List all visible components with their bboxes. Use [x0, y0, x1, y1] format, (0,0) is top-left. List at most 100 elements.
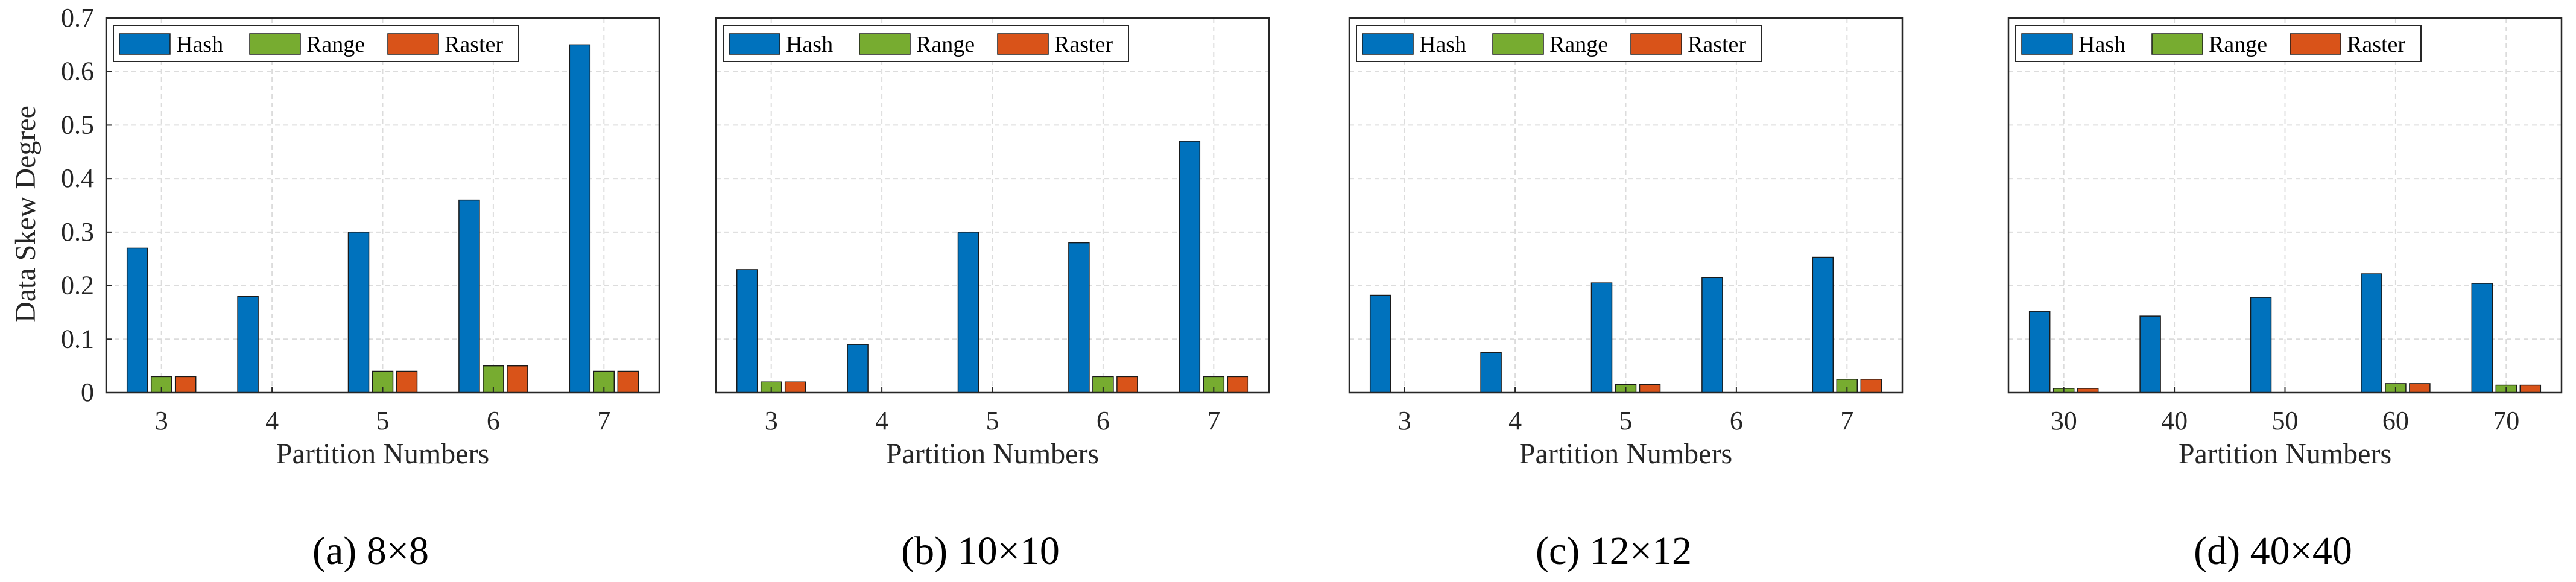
bar-raster-5: [1639, 384, 1661, 393]
bar-raster-6: [507, 365, 528, 393]
bar-hash-7: [1812, 256, 1834, 393]
legend-label-range: Range: [2209, 32, 2267, 57]
x-tick-label: 3: [155, 406, 168, 435]
y-tick-label: 0.1: [61, 324, 94, 353]
legend-label-range: Range: [916, 32, 975, 57]
x-tick-label: 40: [2161, 406, 2188, 435]
legend-swatch-range: [249, 33, 301, 55]
y-tick-label: 0.3: [61, 217, 94, 247]
bar-raster-7: [617, 370, 639, 393]
bar-hash-6: [458, 199, 480, 393]
x-tick-label: 6: [1730, 406, 1743, 435]
bar-hash-50: [2250, 297, 2272, 393]
bar-raster-6: [1116, 376, 1138, 393]
bar-hash-3: [126, 247, 148, 393]
x-tick-label: 3: [765, 406, 778, 435]
legend-label-hash: Hash: [1419, 32, 1466, 57]
legend-label-raster: Raster: [2347, 32, 2405, 57]
panel-caption: (c) 12×12: [1536, 529, 1692, 573]
legend-swatch-range: [2151, 33, 2203, 55]
legend: Hash Range Raster: [113, 25, 519, 62]
chart-panel-2: 3 4 5 6 7 Partition Numbers (b) 10×10 Hash Range…: [715, 17, 1270, 573]
x-tick-label: 7: [1840, 406, 1853, 435]
legend: Hash Range Raster: [1356, 25, 1762, 62]
x-tick-label: 4: [265, 406, 279, 435]
x-tick-label: 3: [1398, 406, 1411, 435]
legend: Hash Range Raster: [723, 25, 1129, 62]
legend-label-range: Range: [306, 32, 365, 57]
legend-label-hash: Hash: [2078, 32, 2125, 57]
chart-panel-3: 3 4 5 6 7 Partition Numbers (c) 12×12 Hash Range…: [1348, 17, 1904, 573]
x-tick-label: 30: [2051, 406, 2077, 435]
legend-swatch-raster: [2290, 33, 2341, 55]
panel-caption: (b) 10×10: [901, 529, 1060, 573]
x-tick-label: 6: [1097, 406, 1110, 435]
bar-hash-5: [957, 232, 979, 393]
bar-hash-40: [2139, 315, 2161, 393]
bar-hash-4: [847, 344, 869, 393]
x-tick-label: 70: [2493, 406, 2519, 435]
bar-hash-6: [1701, 277, 1723, 393]
x-tick-label: 50: [2272, 406, 2299, 435]
y-tick-label: 0.7: [61, 3, 94, 33]
bar-hash-60: [2361, 273, 2382, 393]
x-tick-label: 4: [875, 406, 888, 435]
y-axis-label: Data Skew Degree: [10, 106, 42, 323]
x-tick-label: 4: [1508, 406, 1522, 435]
legend-label-raster: Raster: [1688, 32, 1746, 57]
bar-hash-7: [1179, 141, 1201, 393]
y-tick-label: 0.5: [61, 110, 94, 139]
legend-swatch-range: [1492, 33, 1544, 55]
legend-swatch-hash: [1362, 33, 1414, 55]
legend-swatch-hash: [119, 33, 171, 55]
x-tick-label: 7: [1207, 406, 1220, 435]
x-tick-label: 7: [597, 406, 610, 435]
bar-raster-70: [2519, 384, 2542, 393]
legend-label-raster: Raster: [445, 32, 503, 57]
legend: Hash Range Raster: [2015, 25, 2422, 62]
legend-box: [1356, 25, 1762, 62]
bar-hash-30: [2028, 311, 2051, 393]
bar-hash-4: [237, 296, 259, 393]
x-tick-label: 5: [1619, 406, 1633, 435]
bar-hash-5: [1590, 282, 1613, 393]
legend-label-hash: Hash: [786, 32, 833, 57]
legend-swatch-raster: [1630, 33, 1682, 55]
y-tick-label: 0: [81, 378, 94, 407]
x-axis-label: Partition Numbers: [886, 438, 1099, 470]
bar-hash-6: [1068, 242, 1090, 393]
y-tick-label: 0.4: [61, 163, 94, 193]
bar-raster-60: [2409, 383, 2431, 393]
legend-label-range: Range: [1549, 32, 1608, 57]
x-tick-label: 60: [2382, 406, 2409, 435]
y-tick-label: 0.6: [61, 57, 94, 86]
bar-hash-70: [2471, 283, 2493, 393]
legend-label-raster: Raster: [1054, 32, 1113, 57]
x-axis-label: Partition Numbers: [1519, 438, 1732, 470]
x-tick-label: 5: [376, 406, 390, 435]
legend-box: [2015, 25, 2422, 62]
bar-hash-3: [736, 269, 758, 393]
bar-raster-7: [1227, 376, 1249, 393]
x-axis-label: Partition Numbers: [276, 438, 489, 470]
bar-hash-5: [347, 232, 370, 393]
legend-box: [113, 25, 519, 62]
legend-box: [723, 25, 1129, 62]
bar-raster-3: [174, 376, 197, 393]
x-axis-label: Partition Numbers: [2179, 438, 2391, 470]
legend-swatch-raster: [997, 33, 1049, 55]
legend-swatch-hash: [2021, 33, 2073, 55]
legend-swatch-range: [859, 33, 911, 55]
bar-raster-7: [1860, 379, 1882, 393]
y-tick-label: 0.2: [61, 271, 94, 300]
bar-raster-3: [784, 381, 806, 393]
chart-panel-1: 3 4 5 6 7 0 0.1 0.2 0.3 0.4 0.5 0.6 0.7 Partition Num…: [61, 3, 660, 573]
bar-hash-3: [1369, 294, 1391, 393]
legend-swatch-hash: [729, 33, 780, 55]
panel-caption: (d) 40×40: [2194, 529, 2352, 573]
x-tick-label: 6: [487, 406, 500, 435]
x-tick-label: 5: [986, 406, 999, 435]
legend-label-hash: Hash: [176, 32, 223, 57]
bar-hash-7: [569, 44, 591, 393]
